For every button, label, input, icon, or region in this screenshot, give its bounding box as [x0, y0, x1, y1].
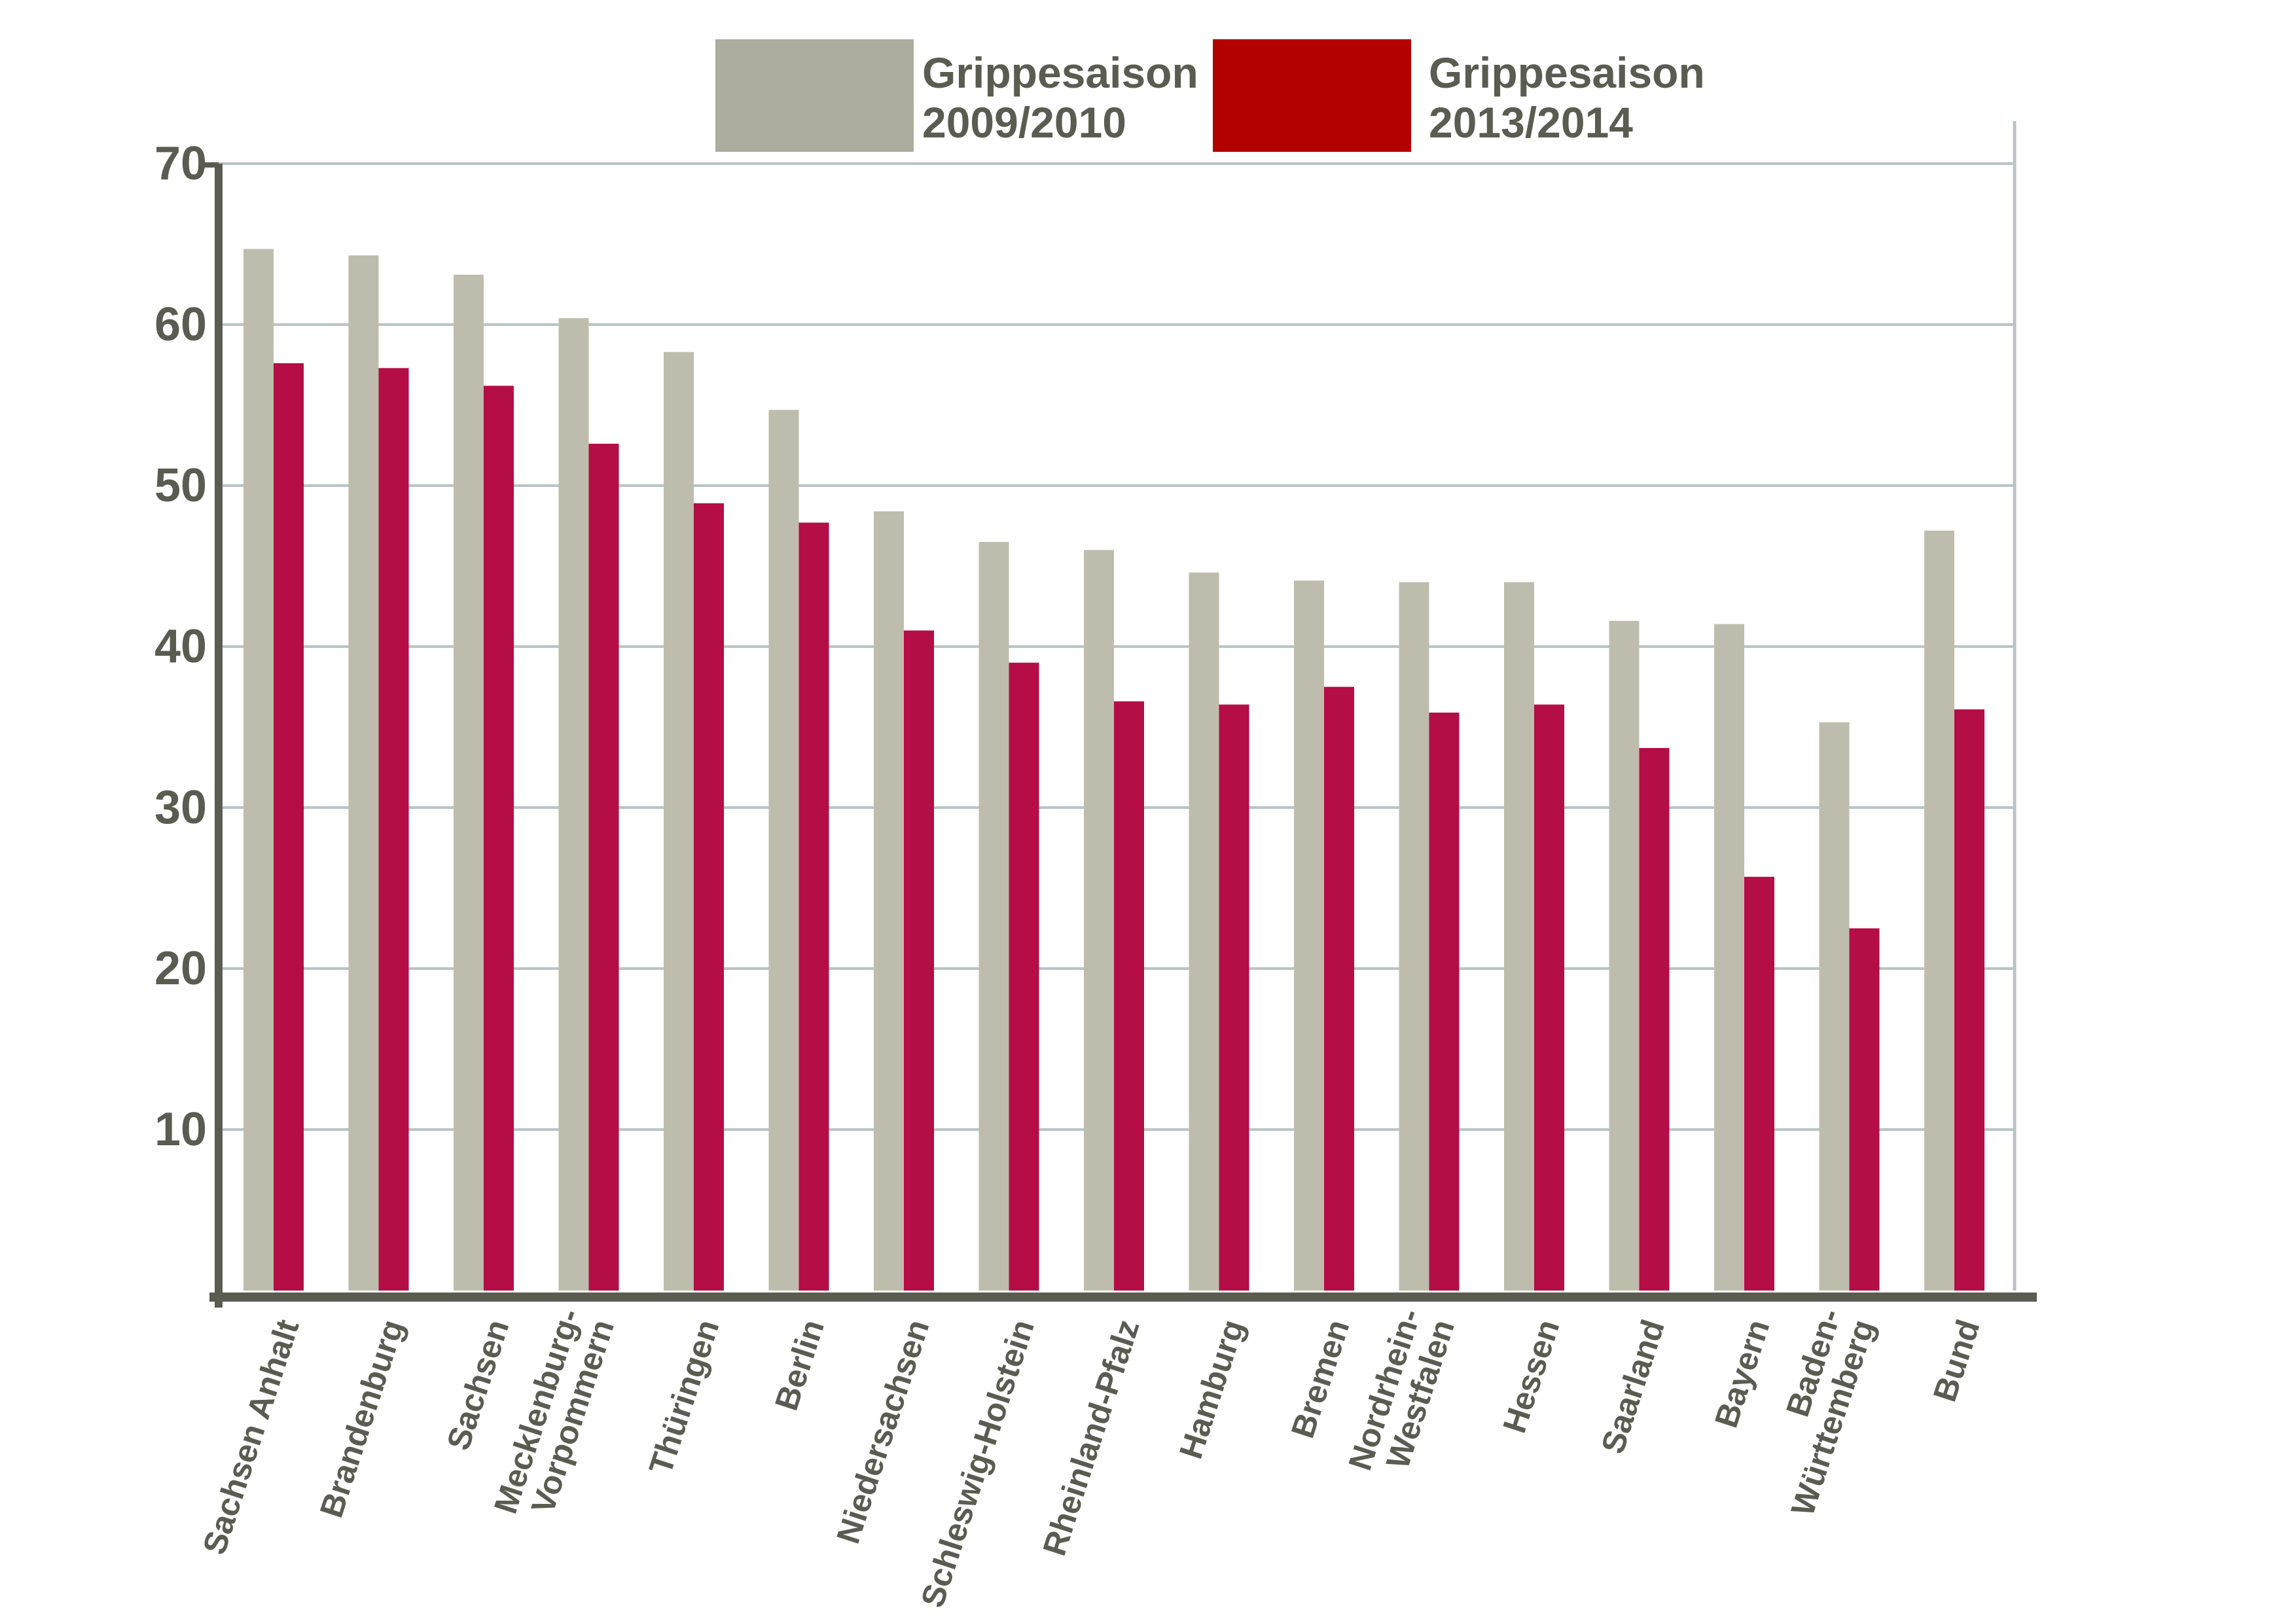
x-tick-label: Sachsen — [440, 1315, 516, 1455]
x-tick-label: Rheinland-Pfalz — [1035, 1315, 1146, 1560]
y-tick-label: 60 — [154, 298, 207, 351]
bar-series-2 — [904, 630, 934, 1291]
bar-series-2 — [1534, 704, 1564, 1291]
x-tick-label-group: Nordrhein-Westfalen — [1341, 1304, 1462, 1474]
y-tick-label: 10 — [154, 1103, 207, 1156]
bar-series-2 — [484, 385, 514, 1291]
bar-series-2 — [1219, 704, 1249, 1291]
bar-series-1 — [768, 410, 799, 1291]
axes — [200, 121, 2037, 1308]
bar-series-1 — [1504, 582, 1534, 1291]
y-axis-tick-labels: 10 20 30 40 50 60 70 — [154, 137, 207, 1156]
bar-series-2 — [1744, 876, 1774, 1291]
bar-series-2 — [274, 363, 304, 1291]
x-tick-label: Niedersachsen — [829, 1315, 936, 1548]
bar-series-1 — [874, 511, 904, 1291]
bar-series-2 — [1009, 662, 1039, 1291]
bar-series-1 — [454, 274, 484, 1291]
bar-series-1 — [1714, 624, 1744, 1291]
x-tick-label: Bund — [1926, 1315, 1987, 1406]
x-tick-label-group: Bremen — [1284, 1315, 1357, 1442]
bar-series-2 — [588, 444, 619, 1291]
bar-series-1 — [1294, 580, 1324, 1291]
x-tick-label: Bayern — [1708, 1315, 1777, 1433]
bar-series-2 — [1114, 701, 1144, 1291]
x-tick-label: Bremen — [1284, 1315, 1357, 1442]
y-tick-label: 40 — [154, 620, 207, 673]
legend: Grippesaison2009/2010Grippesaison2013/20… — [715, 39, 1705, 152]
x-tick-label: Hamburg — [1172, 1315, 1251, 1463]
x-tick-label-group: Schleswig-Holstein — [914, 1315, 1041, 1612]
bar-series-1 — [978, 542, 1009, 1291]
x-tick-label-group: Thüringen — [642, 1315, 726, 1479]
legend-swatch-1 — [715, 39, 914, 152]
bar-series-2 — [1954, 709, 1984, 1291]
bar-series-2 — [1639, 747, 1670, 1291]
bar-series-2 — [1324, 687, 1354, 1291]
y-tick-label: 30 — [154, 781, 207, 834]
x-tick-label: Berlin — [768, 1315, 831, 1415]
x-tick-label-group: Bund — [1926, 1315, 1987, 1406]
bar-series-1 — [1819, 722, 1850, 1291]
bar-series-1 — [1399, 582, 1429, 1291]
y-tick-label: 50 — [154, 459, 207, 512]
bar-series-2 — [798, 522, 829, 1291]
bar-series-2 — [694, 503, 724, 1291]
bar-series-1 — [243, 249, 274, 1291]
x-tick-label: Hessen — [1496, 1315, 1566, 1437]
x-tick-label-group: Hessen — [1496, 1315, 1566, 1437]
x-tick-label-group: Sachsen — [440, 1315, 516, 1455]
x-axis-tick-labels: Sachsen Anhalt Brandenburg SachsenMecklenb… — [196, 1304, 1987, 1612]
x-tick-label-group: Sachsen Anhalt — [196, 1315, 306, 1559]
legend-label-2: Grippesaison — [1429, 48, 1705, 97]
bar-series-1 — [348, 255, 379, 1291]
legend-label-1: 2009/2010 — [922, 98, 1126, 147]
bar-series-1 — [1609, 620, 1640, 1291]
bar-series-1 — [1924, 530, 1954, 1291]
legend-label-2: 2013/2014 — [1429, 98, 1633, 147]
bar-series-1 — [664, 351, 694, 1291]
x-tick-label-group: Bayern — [1708, 1315, 1777, 1433]
bar-series-1 — [558, 318, 589, 1291]
x-tick-label-group: Niedersachsen — [829, 1315, 936, 1548]
x-tick-label-group: Berlin — [768, 1315, 831, 1415]
x-tick-label: Sachsen Anhalt — [196, 1315, 306, 1559]
x-tick-label-group: Brandenburg — [313, 1315, 411, 1522]
bar-series-2 — [1849, 928, 1880, 1291]
x-tick-label: Schleswig-Holstein — [914, 1315, 1041, 1612]
legend-label-1: Grippesaison — [922, 48, 1198, 97]
x-tick-label-group: Hamburg — [1172, 1315, 1251, 1463]
bars — [243, 249, 1984, 1291]
x-tick-label-group: Saarland — [1594, 1315, 1672, 1458]
bar-series-2 — [378, 368, 409, 1291]
legend-swatch-2 — [1213, 39, 1411, 152]
bar-series-2 — [1429, 712, 1460, 1291]
bar-series-1 — [1084, 550, 1114, 1291]
y-tick-label: 20 — [154, 942, 207, 995]
x-tick-label: Brandenburg — [313, 1315, 411, 1522]
x-tick-label: Thüringen — [642, 1315, 726, 1479]
x-tick-label: Saarland — [1594, 1315, 1672, 1458]
y-tick-label: 70 — [154, 137, 207, 190]
x-tick-label-group: Rheinland-Pfalz — [1035, 1315, 1146, 1560]
bar-series-1 — [1189, 572, 1219, 1291]
